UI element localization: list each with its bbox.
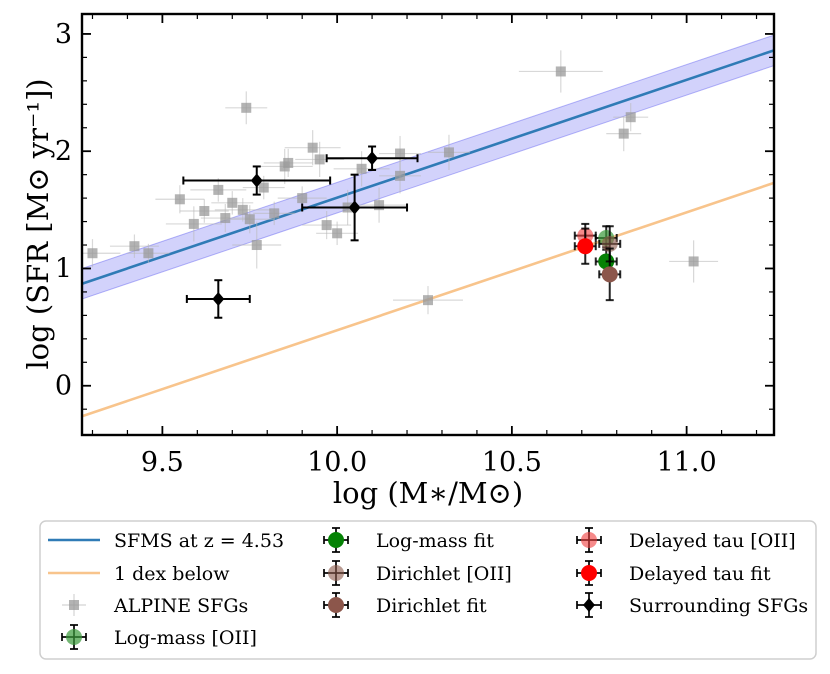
alpine-point <box>129 241 140 252</box>
legend-label: Delayed tau [OII] <box>629 530 796 552</box>
legend-entry: Dirichlet [OII] <box>323 560 512 586</box>
sfms-line <box>82 49 774 285</box>
alpine-point <box>307 142 318 153</box>
alpine-point <box>87 248 98 259</box>
x-tick-label: 11.0 <box>657 447 717 478</box>
alpine-point <box>237 204 248 215</box>
legend-diamond-marker <box>583 598 595 612</box>
legend-circle-marker <box>328 597 344 613</box>
alpine-point <box>227 197 238 208</box>
legend-entry: ALPINE SFGs <box>62 594 248 617</box>
legend-label: Dirichlet [OII] <box>376 563 512 585</box>
delayed-tau-fit-point <box>577 238 594 255</box>
surrounding-point <box>348 200 361 215</box>
legend-square-marker <box>69 600 79 610</box>
y-tick-label: 2 <box>55 136 72 167</box>
legend-label: Delayed tau fit <box>629 563 771 585</box>
alpine-point <box>314 154 325 165</box>
surrounding-point <box>366 151 379 166</box>
y-tick-label: 3 <box>55 19 72 50</box>
series-alpine-sfgs <box>82 50 719 315</box>
series-delayed-tau-fit <box>573 227 597 265</box>
legend-circle-marker <box>328 565 344 581</box>
alpine-point <box>251 240 262 251</box>
alpine-point <box>283 157 294 168</box>
series-surrounding-sfgs <box>182 145 419 319</box>
legend-box <box>39 520 817 660</box>
legend-label: Dirichlet fit <box>376 595 487 617</box>
surrounding-point <box>250 173 263 188</box>
y-axis-label: log (SFR [M⊙ yr⁻¹]) <box>21 78 55 369</box>
alpine-point <box>220 213 231 224</box>
legend: SFMS at z = 4.53 1 dex below ALPINE SFGs Lo… <box>48 527 808 650</box>
alpine-point <box>241 102 252 113</box>
legend-entry: SFMS at z = 4.53 <box>48 530 284 552</box>
alpine-point <box>258 182 269 193</box>
alpine-point <box>174 194 185 205</box>
legend-label: SFMS at z = 4.53 <box>114 530 284 552</box>
legend-circle-marker <box>581 565 597 581</box>
y-tick-label: 1 <box>55 253 72 284</box>
plot-frame <box>80 12 776 437</box>
axis-ticks: 9.5 10.0 10.5 11.0 0 1 2 3 <box>55 14 774 478</box>
legend-entry: Log-mass [OII] <box>61 624 257 650</box>
alpine-point <box>423 295 433 306</box>
dirichlet-fit-point <box>601 266 618 283</box>
legend-label: 1 dex below <box>114 563 230 585</box>
alpine-point <box>297 193 308 204</box>
x-axis-label: log (M∗/M⊙) <box>333 476 523 510</box>
legend-circle-marker <box>581 532 597 548</box>
alpine-point <box>332 228 343 239</box>
legend-label: Surrounding SFGs <box>629 595 808 617</box>
x-tick-label: 10.0 <box>307 447 367 478</box>
alpine-point <box>374 200 385 211</box>
series-dirichlet-fit <box>598 247 622 302</box>
legend-entry: Surrounding SFGs <box>576 592 808 618</box>
x-tick-label: 9.5 <box>141 447 184 478</box>
legend-label: Log-mass fit <box>376 530 494 552</box>
y-tick-label: 0 <box>55 371 72 402</box>
legend-label: ALPINE SFGs <box>113 595 248 617</box>
legend-entry: Delayed tau [OII] <box>576 527 796 553</box>
alpine-point <box>395 148 406 159</box>
alpine-point <box>356 163 367 174</box>
legend-circle-marker <box>66 629 82 645</box>
legend-entry: Log-mass fit <box>323 527 494 553</box>
legend-entry: 1 dex below <box>48 563 230 585</box>
alpine-point <box>618 128 629 139</box>
alpine-point <box>688 256 699 267</box>
alpine-point <box>244 214 255 225</box>
alpine-point <box>269 208 280 219</box>
legend-circle-marker <box>328 532 344 548</box>
alpine-point <box>143 248 154 259</box>
alpine-point <box>188 218 199 229</box>
alpine-point <box>443 147 454 158</box>
alpine-point <box>199 206 210 217</box>
alpine-point <box>625 112 636 123</box>
alpine-point <box>395 170 406 181</box>
x-tick-label: 10.5 <box>482 447 542 478</box>
legend-entry: Dirichlet fit <box>323 592 487 618</box>
alpine-point <box>213 184 224 195</box>
legend-label: Log-mass [OII] <box>114 627 257 649</box>
surrounding-point <box>212 291 225 306</box>
alpine-point <box>321 220 332 231</box>
plot-area <box>82 34 774 418</box>
legend-entry: Delayed tau fit <box>576 560 771 586</box>
alpine-point <box>555 66 566 77</box>
